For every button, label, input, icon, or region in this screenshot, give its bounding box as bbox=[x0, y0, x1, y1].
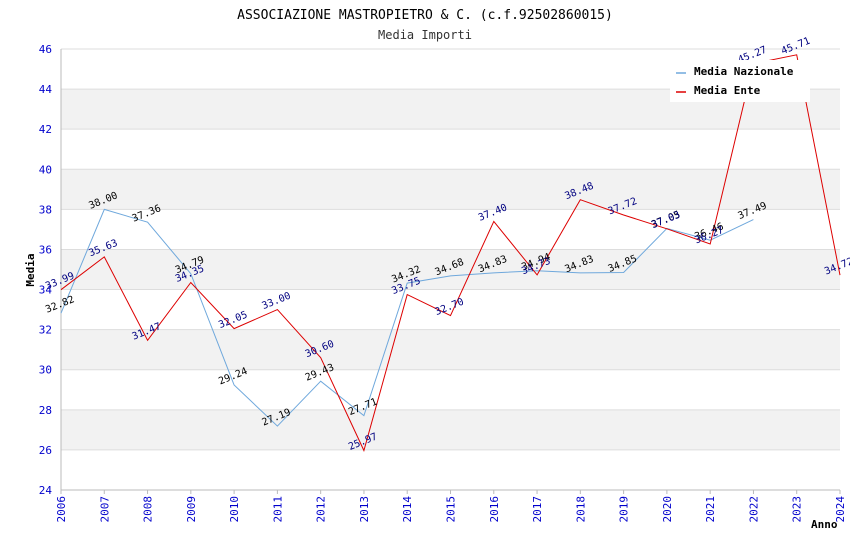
y-tick-label: 32 bbox=[39, 324, 52, 337]
legend-label-ente: Media Ente bbox=[694, 84, 761, 97]
x-tick-label: 2016 bbox=[488, 496, 501, 523]
x-tick-label: 2023 bbox=[791, 496, 804, 523]
series-line-ente bbox=[60, 54, 841, 452]
grid-bands bbox=[61, 89, 840, 450]
chart-title: ASSOCIAZIONE MASTROPIETRO & C. (c.f.9250… bbox=[237, 8, 613, 23]
y-tick-label: 28 bbox=[39, 404, 52, 417]
x-tick-label: 2009 bbox=[185, 496, 198, 523]
x-tick-label: 2018 bbox=[574, 496, 587, 523]
x-tick-label: 2011 bbox=[271, 496, 284, 523]
x-tick-label: 2014 bbox=[401, 496, 414, 523]
x-tick-label: 2019 bbox=[618, 496, 631, 523]
x-tick-label: 2012 bbox=[315, 496, 328, 523]
series-lines bbox=[60, 54, 841, 452]
y-tick-label: 44 bbox=[39, 83, 53, 96]
grid-band bbox=[61, 409, 840, 450]
y-axis-label: Media bbox=[24, 253, 37, 286]
x-tick-label: 2015 bbox=[445, 496, 458, 523]
x-tick-label: 2008 bbox=[142, 496, 155, 523]
grid-band bbox=[61, 169, 840, 210]
data-label: 32.82 bbox=[44, 294, 76, 315]
x-axis-ticks: 2006 2007 2008 2009 2010 2011 2012 2013 2014 2015… bbox=[55, 490, 847, 523]
x-tick-label: 2013 bbox=[358, 496, 371, 523]
x-axis-label: Anno bbox=[811, 518, 838, 531]
y-tick-label: 36 bbox=[39, 243, 52, 256]
grid-band bbox=[61, 329, 840, 370]
x-tick-label: 2022 bbox=[747, 496, 760, 523]
chart-subtitle: Media Importi bbox=[378, 28, 472, 42]
x-tick-label: 2024 bbox=[834, 496, 847, 523]
y-tick-label: 24 bbox=[39, 484, 53, 497]
x-tick-label: 2021 bbox=[704, 496, 717, 523]
gridlines bbox=[61, 48, 840, 491]
x-tick-label: 2007 bbox=[98, 496, 111, 523]
data-label: 45.71 bbox=[780, 36, 812, 57]
series-line-nazionale bbox=[60, 208, 754, 427]
y-tick-label: 34 bbox=[39, 284, 53, 297]
y-tick-label: 40 bbox=[39, 163, 52, 176]
x-tick-label: 2020 bbox=[661, 496, 674, 523]
y-tick-label: 26 bbox=[39, 444, 52, 457]
data-label: 33.00 bbox=[260, 291, 292, 312]
y-tick-label: 38 bbox=[39, 203, 52, 216]
legend-box bbox=[670, 60, 810, 102]
y-tick-label: 46 bbox=[39, 43, 52, 56]
y-axis-ticks: 24 26 28 30 32 34 36 38 40 42 44 46 bbox=[39, 43, 53, 497]
x-tick-label: 2010 bbox=[228, 496, 241, 523]
legend-label-nazionale: Media Nazionale bbox=[694, 65, 794, 78]
x-tick-label: 2017 bbox=[531, 496, 544, 523]
y-tick-label: 42 bbox=[39, 123, 52, 136]
legend: Media Nazionale Media Ente bbox=[670, 60, 810, 102]
x-tick-label: 2006 bbox=[55, 496, 68, 523]
y-tick-label: 30 bbox=[39, 364, 52, 377]
